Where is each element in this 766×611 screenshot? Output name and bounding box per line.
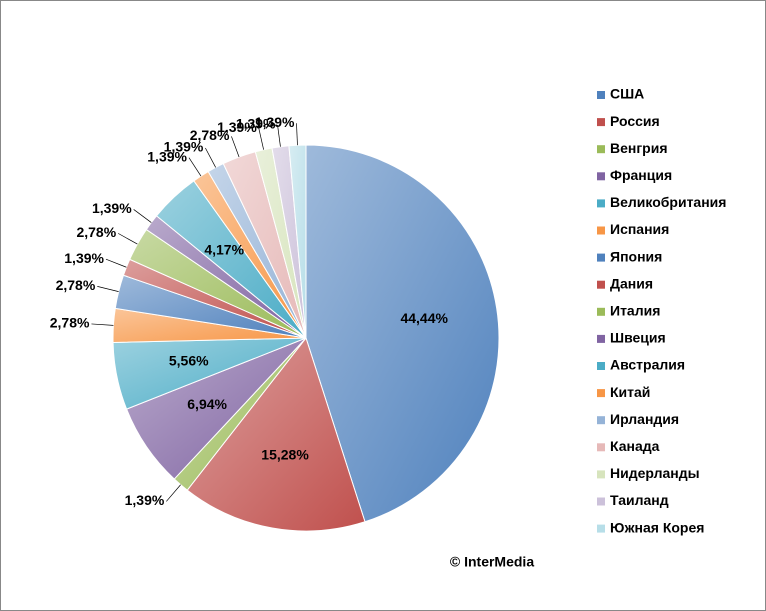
legend-marker [597,226,605,235]
legend-label: Швеция [610,330,666,346]
legend-marker [597,443,605,452]
legend-marker [597,389,605,398]
leader-line [118,233,138,245]
leader-line [277,124,281,147]
data-label: 6,94% [187,396,227,412]
legend-label: Дания [610,275,653,291]
legend-marker [597,470,605,479]
legend-marker [597,280,605,289]
legend-label: Южная Корея [610,519,704,535]
legend-label: Таиланд [610,492,669,508]
data-label: 4,17% [204,241,244,257]
legend-marker [597,172,605,181]
data-label: 1,39% [164,139,204,155]
legend-label: Китай [610,384,650,400]
leader-line [91,323,114,326]
data-label: 44,44% [400,310,448,326]
data-label: 2,78% [56,277,96,293]
legend-marker [597,334,605,343]
pie [112,144,500,532]
legend-marker [597,416,605,425]
legend-marker [597,362,605,370]
copyright: © InterMedia [450,554,534,570]
legend-marker [597,91,605,99]
leader-line [105,258,127,268]
leader-line [205,147,216,168]
legend-label: Венгрия [610,140,668,156]
data-label: 1,39% [64,250,104,266]
legend-label: Италия [610,303,660,319]
leader-line [231,136,240,158]
legend-label: США [610,86,644,102]
data-label: 1,39% [92,200,132,216]
data-label: 1,39% [236,116,276,132]
data-label: 1,39% [125,492,165,508]
leader-line [258,128,264,150]
legend-marker [597,524,605,533]
data-labels: 44,44%15,28%1,39%6,94%5,56%2,78%2,78%1,3… [50,114,449,508]
legend-marker [597,145,605,154]
leader-line [97,286,119,292]
legend-marker [597,497,605,506]
leader-line [296,123,298,146]
leader-line [166,484,181,502]
data-label: 1,39% [255,114,295,130]
legend-label: Канада [610,438,660,454]
legend-marker [597,199,605,208]
legend-marker [597,118,605,127]
data-label: 1,39% [217,119,257,135]
data-label: 2,78% [50,315,90,331]
legend-label: Россия [610,113,660,129]
legend-marker [597,253,605,262]
legend-label: Австралия [610,357,685,373]
data-label: 5,56% [169,352,209,368]
legend-label: Ирландия [610,411,679,427]
legend-label: Великобритания [610,194,726,210]
data-label: 2,78% [190,127,230,143]
legend: США Россия Венгрия Франция Великобритания Исп… [597,86,726,535]
leader-line [188,157,202,177]
legend-label: Испания [610,221,669,237]
data-label: 15,28% [261,447,309,463]
legend-label: Япония [610,248,662,264]
legend-label: Франция [610,167,672,183]
legend-label: Нидерланды [610,465,700,481]
leader-line [133,209,152,223]
data-label: 2,78% [76,224,116,240]
legend-marker [597,307,605,316]
data-label: 1,39% [147,148,187,164]
